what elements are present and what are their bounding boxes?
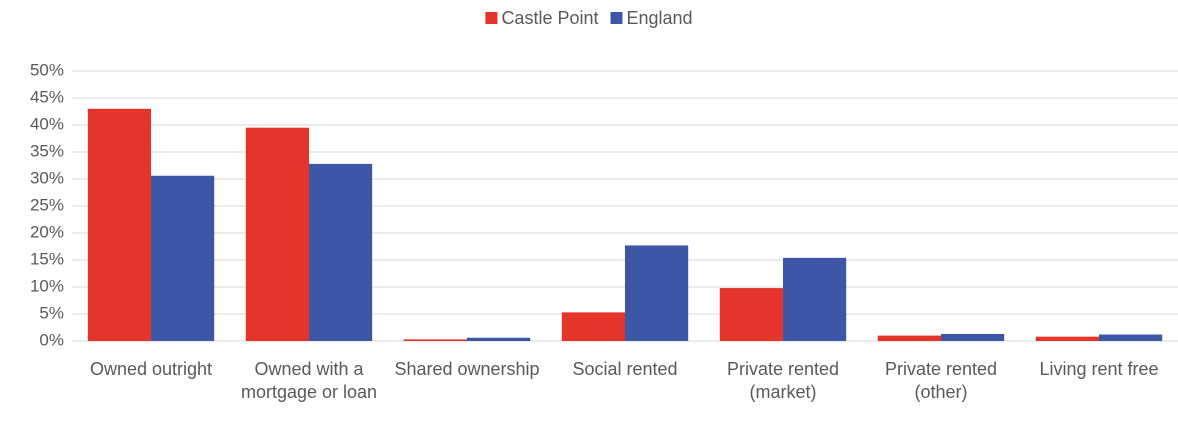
legend-label: Castle Point	[501, 8, 598, 28]
y-tick-label: 45%	[30, 87, 64, 106]
x-tick-label: Private rented (other)	[884, 359, 998, 402]
y-tick-label: 35%	[30, 141, 64, 160]
x-tick-label: Private rented (market)	[726, 359, 840, 402]
x-tick-label: Social rented	[572, 359, 678, 379]
bar	[1099, 334, 1163, 341]
y-tick-label: 30%	[30, 168, 64, 187]
bar	[245, 127, 309, 341]
x-tick-label: Shared ownership	[394, 359, 540, 379]
bar	[309, 163, 373, 341]
y-tick-label: 25%	[30, 195, 64, 214]
y-tick-label: 10%	[30, 276, 64, 295]
bar	[87, 108, 151, 341]
y-tick-label: 40%	[30, 114, 64, 133]
y-tick-label: 50%	[30, 60, 64, 79]
bar	[561, 312, 625, 341]
bar	[719, 288, 783, 341]
bar	[783, 257, 847, 341]
y-tick-label: 20%	[30, 222, 64, 241]
bar	[625, 245, 689, 341]
y-tick-label: 15%	[30, 249, 64, 268]
bar	[877, 335, 941, 341]
legend-swatch	[610, 12, 623, 24]
bar	[467, 337, 531, 341]
bar	[941, 333, 1005, 341]
y-tick-label: 0%	[39, 330, 64, 349]
x-tick-label: Owned with a mortgage or loan	[240, 359, 378, 402]
x-tick-label: Living rent free	[1039, 359, 1159, 379]
y-tick-label: 5%	[39, 303, 64, 322]
bar	[151, 175, 215, 341]
legend-swatch	[485, 12, 498, 24]
bar	[403, 339, 467, 341]
legend-label: England	[627, 8, 693, 28]
bar	[1035, 336, 1099, 341]
x-tick-label: Owned outright	[89, 359, 213, 379]
